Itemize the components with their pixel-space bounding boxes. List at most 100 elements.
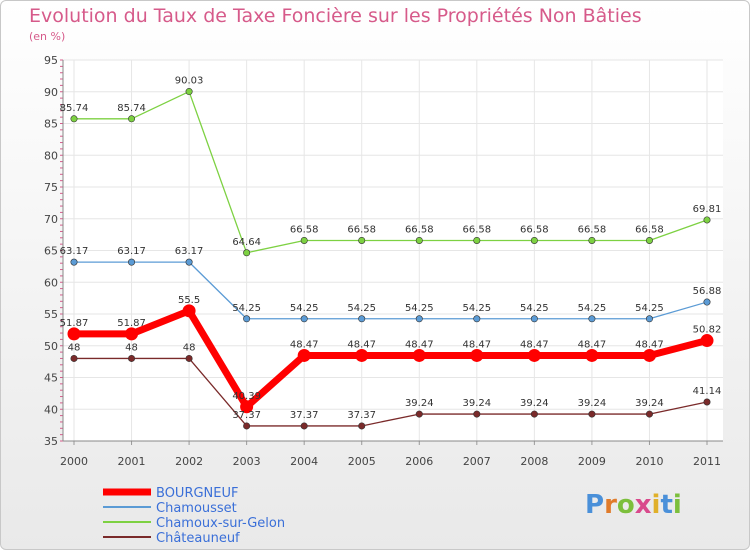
data-point — [700, 334, 714, 348]
data-label: 66.58 — [578, 224, 607, 235]
data-label: 54.25 — [232, 303, 261, 314]
data-point — [703, 298, 711, 306]
data-label: 54.25 — [520, 303, 549, 314]
data-point — [645, 236, 653, 244]
data-label: 40.39 — [232, 391, 261, 402]
data-label: 48.47 — [520, 339, 549, 350]
data-label: 48 — [183, 342, 196, 353]
data-label: 41.14 — [693, 386, 722, 397]
x-tick-label: 2002 — [175, 455, 203, 468]
data-point — [358, 315, 366, 323]
x-tick-label: 2003 — [233, 455, 261, 468]
data-point — [358, 236, 366, 244]
data-point — [297, 348, 311, 362]
data-point — [530, 236, 538, 244]
data-point — [358, 422, 366, 430]
data-label: 39.24 — [578, 398, 607, 409]
data-label: 69.81 — [693, 204, 722, 215]
y-tick-label: 75 — [44, 181, 58, 194]
y-tick-label: 50 — [44, 340, 58, 353]
data-point — [240, 400, 254, 414]
data-point — [70, 115, 78, 123]
y-tick-label: 45 — [44, 372, 58, 385]
data-point — [470, 348, 484, 362]
data-point — [703, 398, 711, 406]
data-label: 37.37 — [347, 410, 376, 421]
data-label: 48.47 — [578, 339, 607, 350]
data-point — [530, 315, 538, 323]
x-tick-label: 2010 — [635, 455, 663, 468]
data-label: 85.74 — [60, 103, 89, 114]
data-point — [527, 348, 541, 362]
data-point — [243, 249, 251, 257]
data-label: 63.17 — [117, 246, 146, 257]
y-tick-label: 80 — [44, 149, 58, 162]
x-tick-label: 2011 — [693, 455, 721, 468]
x-tick-label: 2000 — [60, 455, 88, 468]
data-point — [70, 354, 78, 362]
x-tick-label: 2008 — [520, 455, 548, 468]
data-label: 48 — [125, 342, 138, 353]
data-point — [185, 88, 193, 96]
x-tick-label: 2007 — [463, 455, 491, 468]
data-label: 48.47 — [290, 339, 319, 350]
legend-label: Chamousset — [156, 501, 237, 516]
data-point — [125, 327, 139, 341]
data-point — [128, 115, 136, 123]
data-point — [473, 410, 481, 418]
data-point — [185, 258, 193, 266]
data-label: 55.5 — [178, 295, 200, 306]
data-label: 37.37 — [232, 410, 261, 421]
data-label: 37.37 — [290, 410, 319, 421]
data-label: 90.03 — [175, 76, 204, 87]
data-point — [128, 354, 136, 362]
data-label: 54.25 — [635, 303, 664, 314]
data-point — [415, 410, 423, 418]
data-point — [412, 348, 426, 362]
data-label: 54.25 — [290, 303, 319, 314]
x-tick-label: 2001 — [118, 455, 146, 468]
legend-label: Châteauneuf — [156, 531, 240, 546]
data-label: 66.58 — [520, 224, 549, 235]
data-point — [585, 348, 599, 362]
series-line-Chamoux-sur-Gelon — [74, 90, 708, 254]
data-label: 54.25 — [462, 303, 491, 314]
data-point — [473, 315, 481, 323]
data-label: 51.87 — [60, 318, 89, 329]
proxiti-logo: Proxiti — [585, 490, 682, 520]
data-point — [415, 236, 423, 244]
data-label: 39.24 — [405, 398, 434, 409]
data-label: 56.88 — [693, 286, 722, 297]
data-point — [243, 422, 251, 430]
x-tick-label: 2004 — [290, 455, 318, 468]
y-tick-label: 70 — [44, 213, 58, 226]
data-point — [243, 315, 251, 323]
data-label: 48.47 — [405, 339, 434, 350]
data-label: 48.47 — [635, 339, 664, 350]
data-label: 54.25 — [578, 303, 607, 314]
data-label: 48.47 — [462, 339, 491, 350]
data-label: 39.24 — [635, 398, 664, 409]
data-label: 50.82 — [693, 325, 722, 336]
y-tick-label: 35 — [44, 435, 58, 448]
data-point — [182, 304, 196, 318]
data-label: 66.58 — [462, 224, 491, 235]
data-label: 63.17 — [60, 246, 89, 257]
data-point — [415, 315, 423, 323]
y-tick-label: 95 — [44, 54, 58, 67]
data-point — [355, 348, 369, 362]
data-point — [128, 258, 136, 266]
data-label: 39.24 — [520, 398, 549, 409]
y-tick-label: 55 — [44, 308, 58, 321]
data-label: 64.64 — [232, 237, 261, 248]
data-point — [703, 216, 711, 224]
data-point — [300, 236, 308, 244]
data-point — [300, 422, 308, 430]
data-point — [588, 315, 596, 323]
y-tick-label: 65 — [44, 245, 58, 258]
data-label: 66.58 — [347, 224, 376, 235]
chart-subtitle: (en %) — [29, 30, 66, 43]
legend-label: Chamoux-sur-Gelon — [156, 516, 285, 531]
